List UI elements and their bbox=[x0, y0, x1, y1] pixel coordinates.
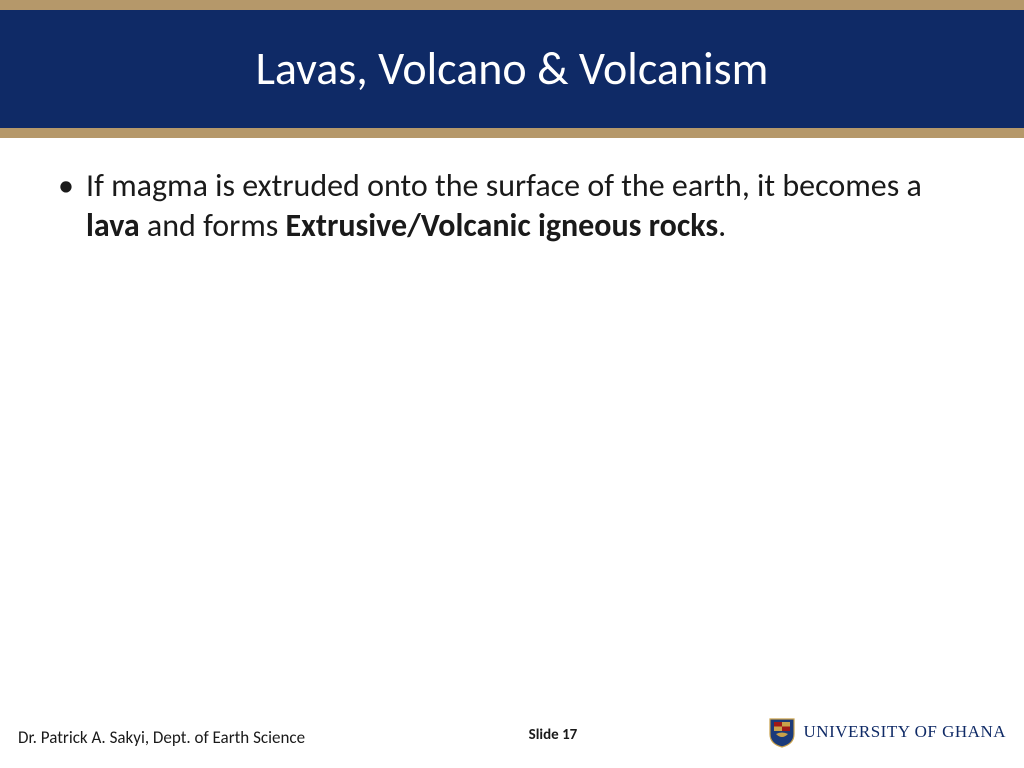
bottom-gold-bar bbox=[0, 128, 1024, 138]
bullet-text-post: . bbox=[718, 206, 726, 245]
university-crest-icon bbox=[768, 716, 796, 748]
slide-body: If magma is extruded onto the surface of… bbox=[0, 138, 1024, 246]
slide-title: Lavas, Volcano & Volcanism bbox=[256, 41, 769, 97]
top-gold-bar bbox=[0, 0, 1024, 10]
footer-author: Dr. Patrick A. Sakyi, Dept. of Earth Sci… bbox=[18, 727, 305, 748]
bullet-text-mid: and forms bbox=[140, 206, 286, 245]
bullet-bold-1: lava bbox=[86, 206, 140, 245]
title-band: Lavas, Volcano & Volcanism bbox=[0, 10, 1024, 128]
footer-logo: UNIVERSITY OF GHANA bbox=[768, 716, 1006, 748]
slide-footer: Dr. Patrick A. Sakyi, Dept. of Earth Sci… bbox=[0, 716, 1024, 748]
footer-institution: UNIVERSITY OF GHANA bbox=[804, 722, 1006, 742]
footer-slide-number: Slide 17 bbox=[529, 726, 578, 744]
bullet-text-pre: If magma is extruded onto the surface of… bbox=[86, 166, 922, 205]
bullet-bold-2: Extrusive/Volcanic igneous rocks bbox=[286, 206, 719, 245]
bullet-1: If magma is extruded onto the surface of… bbox=[86, 166, 964, 246]
